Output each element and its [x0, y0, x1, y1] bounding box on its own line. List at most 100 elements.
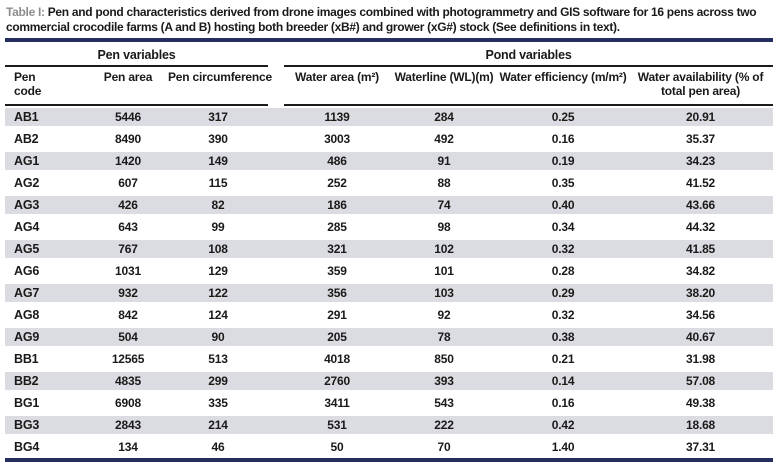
water-efficiency-cell: 0.32	[498, 238, 629, 260]
column-header-water-efficiency: Water efficiency (m/m²)	[498, 67, 629, 106]
pen-area-cell: 5446	[88, 106, 168, 128]
column-group-gap	[268, 260, 285, 282]
pen-circumference-cell: 122	[168, 282, 269, 304]
water-availability-cell: 38.20	[628, 282, 774, 304]
column-group-gap	[268, 150, 285, 172]
water-availability-cell: 34.23	[628, 150, 774, 172]
pen-area-cell: 767	[88, 238, 168, 260]
table-row: BG4 134 46 50 70 1.40 37.31	[5, 436, 774, 458]
pen-circumference-cell: 124	[168, 304, 269, 326]
water-area-cell: 3411	[284, 392, 391, 414]
water-availability-cell: 40.67	[628, 326, 774, 348]
pen-area-cell: 643	[88, 216, 168, 238]
column-header-row: Pen code Pen area Pen circumference Wate…	[5, 67, 774, 106]
caption-line-2: commercial crocodile farms (A and B) hos…	[6, 20, 620, 34]
water-efficiency-cell: 0.16	[498, 392, 629, 414]
waterline-cell: 850	[390, 348, 499, 370]
column-group-gap	[268, 67, 285, 106]
pen-circumference-cell: 90	[168, 326, 269, 348]
water-availability-cell: 49.38	[628, 392, 774, 414]
caption-label: Table I:	[6, 5, 45, 19]
group-header-pen-variables: Pen variables	[5, 42, 269, 67]
pen-area-cell: 932	[88, 282, 168, 304]
pen-area-cell: 2843	[88, 414, 168, 436]
data-table-wrapper: Pen variables Pond variables Pen code Pe…	[5, 38, 774, 462]
group-header-pond-variables: Pond variables	[284, 42, 774, 67]
caption-text-line-1: Pen and pond characteristics derived fro…	[47, 5, 757, 19]
pen-code-cell: AG2	[5, 172, 88, 194]
water-area-cell: 531	[284, 414, 391, 436]
table-row: AG9 504 90 205 78 0.38 40.67	[5, 326, 774, 348]
water-efficiency-cell: 0.28	[498, 260, 629, 282]
water-efficiency-cell: 0.34	[498, 216, 629, 238]
waterline-cell: 78	[390, 326, 499, 348]
pen-code-cell: BG3	[5, 414, 88, 436]
water-area-cell: 205	[284, 326, 391, 348]
table-row: AG6 1031 129 359 101 0.28 34.82	[5, 260, 774, 282]
pen-code-cell: BG1	[5, 392, 88, 414]
water-availability-cell: 43.66	[628, 194, 774, 216]
pen-area-cell: 1420	[88, 150, 168, 172]
column-group-gap	[268, 128, 285, 150]
waterline-cell: 284	[390, 106, 499, 128]
pen-area-cell: 6908	[88, 392, 168, 414]
column-group-gap	[268, 216, 285, 238]
water-efficiency-cell: 0.35	[498, 172, 629, 194]
pen-area-cell: 426	[88, 194, 168, 216]
pen-code-cell: BB2	[5, 370, 88, 392]
pen-circumference-cell: 99	[168, 216, 269, 238]
pen-circumference-cell: 335	[168, 392, 269, 414]
table-body: AB1 5446 317 1139 284 0.25 20.91 AB2 8490 390 3003…	[5, 106, 774, 458]
water-availability-cell: 57.08	[628, 370, 774, 392]
waterline-cell: 70	[390, 436, 499, 458]
pen-code-cell: BB1	[5, 348, 88, 370]
table-row: AG7 932 122 356 103 0.29 38.20	[5, 282, 774, 304]
pen-pond-table: Pen variables Pond variables Pen code Pe…	[5, 42, 774, 458]
pen-code-cell: AG4	[5, 216, 88, 238]
waterline-cell: 393	[390, 370, 499, 392]
water-area-cell: 356	[284, 282, 391, 304]
pen-area-cell: 504	[88, 326, 168, 348]
pen-code-cell: BG4	[5, 436, 88, 458]
pen-area-cell: 1031	[88, 260, 168, 282]
pen-code-cell: AB2	[5, 128, 88, 150]
water-availability-cell: 18.68	[628, 414, 774, 436]
column-header-pen-circumference: Pen circumference	[168, 67, 272, 106]
pen-circumference-cell: 108	[168, 238, 269, 260]
pen-circumference-cell: 390	[168, 128, 269, 150]
water-area-cell: 2760	[284, 370, 391, 392]
table-caption: Table I: Pen and pond characteristics der…	[6, 5, 772, 35]
pen-circumference-cell: 513	[168, 348, 269, 370]
water-area-cell: 252	[284, 172, 391, 194]
water-availability-cell: 31.98	[628, 348, 774, 370]
water-area-cell: 486	[284, 150, 391, 172]
column-group-gap	[268, 42, 285, 67]
water-efficiency-cell: 0.29	[498, 282, 629, 304]
pen-area-cell: 842	[88, 304, 168, 326]
column-group-gap	[268, 370, 285, 392]
water-efficiency-cell: 0.25	[498, 106, 629, 128]
pen-area-cell: 607	[88, 172, 168, 194]
pen-code-cell: AG5	[5, 238, 88, 260]
pen-circumference-cell: 82	[168, 194, 269, 216]
pen-circumference-cell: 46	[168, 436, 269, 458]
pen-area-cell: 4835	[88, 370, 168, 392]
column-group-gap	[268, 282, 285, 304]
table-row: AG5 767 108 321 102 0.32 41.85	[5, 238, 774, 260]
column-group-gap	[268, 172, 285, 194]
waterline-cell: 101	[390, 260, 499, 282]
column-header-pen-code: Pen code	[5, 67, 88, 106]
waterline-cell: 74	[390, 194, 499, 216]
caption-line-1: Table I: Pen and pond characteristics der…	[6, 5, 772, 20]
column-header-water-availability: Water availability (% of total pen area)	[628, 67, 774, 106]
waterline-cell: 103	[390, 282, 499, 304]
pen-code-cell: AG9	[5, 326, 88, 348]
pen-area-cell: 12565	[88, 348, 168, 370]
pen-code-cell: AG3	[5, 194, 88, 216]
water-efficiency-cell: 1.40	[498, 436, 629, 458]
column-header-water-area: Water area (m²)	[284, 67, 391, 106]
waterline-cell: 222	[390, 414, 499, 436]
table-row: BG1 6908 335 3411 543 0.16 49.38	[5, 392, 774, 414]
waterline-cell: 102	[390, 238, 499, 260]
